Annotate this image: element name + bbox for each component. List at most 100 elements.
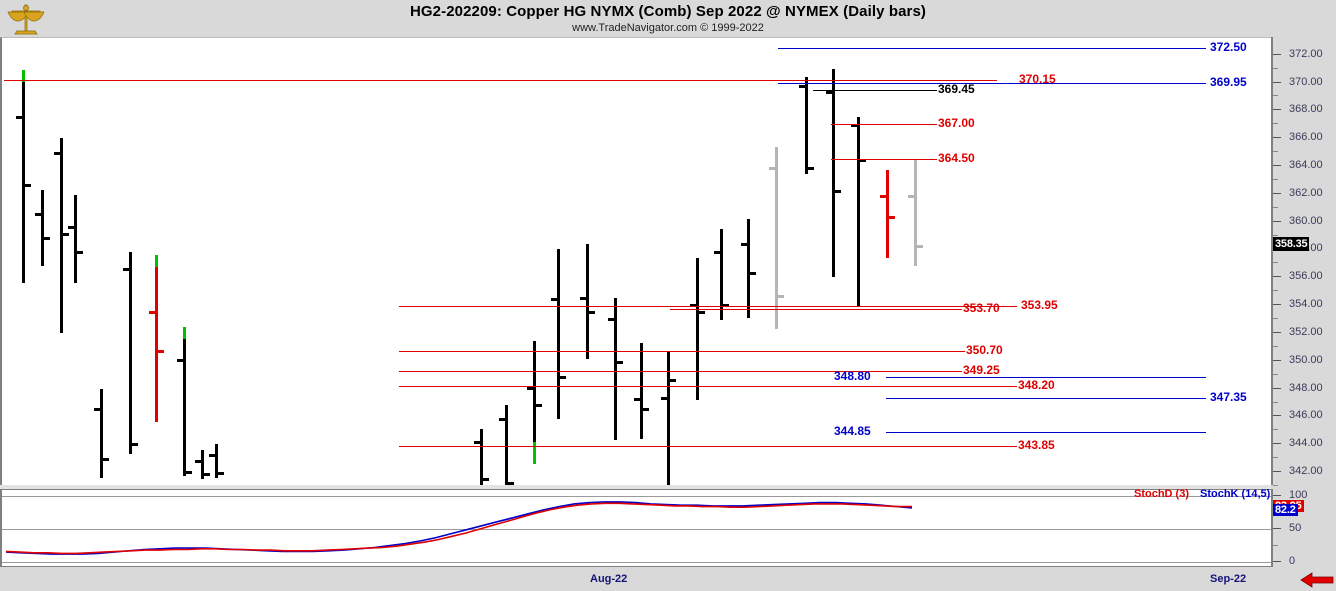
- price-axis[interactable]: 372.00 370.00 368.00 366.00 364.00 362.00 360.…: [1271, 37, 1336, 486]
- price-minor-tick: [1273, 429, 1278, 431]
- ohlc-close-tick: [698, 310, 705, 314]
- ohlc-open-tick: [741, 242, 748, 246]
- price-level-label: 369.95: [1210, 75, 1247, 90]
- price-tick-label: 368.00: [1289, 103, 1323, 116]
- ohlc-close-tick: [203, 473, 210, 477]
- price-level-label: 347.35: [1210, 389, 1247, 404]
- ohlc-bar: [480, 428, 483, 485]
- ohlc-close-tick: [807, 167, 814, 171]
- stochastic-tick-mark: [1273, 561, 1281, 562]
- ohlc-open-tick: [35, 213, 42, 217]
- price-tick-mark: [1273, 359, 1281, 361]
- ohlc-close-tick: [588, 310, 595, 314]
- ohlc-open-tick: [634, 398, 641, 402]
- ohlc-close-tick: [722, 303, 729, 307]
- ohlc-close-tick: [777, 295, 784, 299]
- ohlc-bar-highlight: [155, 255, 158, 268]
- price-level-line: [4, 80, 997, 82]
- price-level-label: 344.85: [834, 424, 871, 439]
- ohlc-bar-highlight: [22, 70, 25, 82]
- price-tick-label: 360.00: [1289, 214, 1323, 227]
- ohlc-open-tick: [209, 454, 216, 457]
- price-level-line: [886, 397, 1206, 399]
- stochastic-tick-label: 100: [1289, 489, 1308, 501]
- stochastic-tick-label: 50: [1289, 522, 1302, 534]
- price-tick-mark: [1273, 192, 1281, 194]
- ohlc-close-tick: [507, 481, 514, 485]
- ohlc-open-tick: [851, 124, 858, 128]
- price-level-label: 350.70: [966, 343, 1003, 358]
- ohlc-open-tick: [16, 115, 23, 119]
- ohlc-bar: [667, 351, 670, 485]
- stochastic-k-marker: 82.2: [1273, 503, 1298, 516]
- ohlc-bar: [201, 449, 204, 480]
- price-minor-tick: [1273, 206, 1278, 208]
- price-level-label: 348.20: [1018, 377, 1055, 392]
- price-level-label: 372.50: [1210, 39, 1247, 54]
- axis-top-filler: [1271, 0, 1336, 37]
- panel-divider: [0, 485, 1271, 489]
- ohlc-bar: [832, 68, 835, 278]
- ohlc-bar: [747, 218, 750, 318]
- price-minor-tick: [1273, 290, 1278, 292]
- price-plot-area[interactable]: © GenesisFT: [0, 37, 1271, 485]
- price-tick-label: 372.00: [1289, 47, 1323, 60]
- stochastic-k-legend: StochK (14,5): [1200, 488, 1271, 500]
- price-level-line: [399, 371, 962, 373]
- ohlc-bar: [557, 249, 560, 420]
- price-level-line: [399, 385, 1017, 387]
- price-minor-tick: [1273, 123, 1278, 125]
- current-price-marker: 358.35: [1273, 236, 1310, 251]
- ohlc-bar: [720, 228, 723, 321]
- ohlc-bar: [857, 117, 860, 307]
- ohlc-bar: [60, 138, 63, 333]
- price-minor-tick: [1273, 178, 1278, 180]
- scroll-left-arrow-icon[interactable]: [1300, 571, 1334, 591]
- stochastic-gridline: [2, 496, 1271, 497]
- ohlc-close-tick: [834, 189, 841, 193]
- ohlc-open-tick: [149, 310, 156, 314]
- price-minor-tick: [1273, 318, 1278, 320]
- price-minor-tick: [1273, 457, 1278, 459]
- price-level-line: [399, 305, 1017, 307]
- date-axis-label: Aug-22: [590, 573, 628, 585]
- ohlc-close-tick: [43, 236, 50, 240]
- ohlc-close-tick: [157, 349, 164, 353]
- ohlc-open-tick: [551, 298, 558, 302]
- ohlc-close-tick: [102, 458, 109, 462]
- price-tick-mark: [1273, 53, 1281, 55]
- ohlc-close-tick: [24, 184, 31, 188]
- price-level-line: [886, 377, 1206, 379]
- ohlc-bar: [640, 342, 643, 439]
- price-tick-mark: [1273, 137, 1281, 139]
- price-minor-tick: [1273, 262, 1278, 264]
- ohlc-open-tick: [474, 441, 481, 445]
- ohlc-bar: [614, 298, 617, 441]
- ohlc-bar: [155, 255, 158, 422]
- ohlc-bar: [505, 405, 508, 485]
- price-level-label: 370.15: [1019, 72, 1056, 87]
- ohlc-bar: [41, 189, 44, 267]
- ohlc-open-tick: [527, 387, 534, 391]
- ohlc-close-tick: [535, 403, 542, 407]
- price-level-label: 349.25: [963, 363, 1000, 378]
- ohlc-bar: [886, 170, 889, 258]
- price-minor-tick: [1273, 67, 1278, 69]
- stochastic-plot-area[interactable]: [0, 489, 1271, 567]
- ohlc-open-tick: [608, 317, 615, 321]
- price-level-label: 353.70: [963, 301, 1000, 316]
- price-tick-label: 344.00: [1289, 437, 1323, 450]
- chart-title: HG2-202209: Copper HG NYMX (Comb) Sep 20…: [409, 3, 927, 20]
- ohlc-close-tick: [185, 470, 192, 474]
- date-axis[interactable]: Aug-22 Sep-22: [0, 568, 1271, 591]
- price-level-label: 364.50: [938, 151, 975, 166]
- price-tick-mark: [1273, 331, 1281, 333]
- ohlc-close-tick: [482, 477, 489, 481]
- ohlc-bar: [533, 341, 536, 464]
- ohlc-open-tick: [908, 195, 915, 199]
- price-tick-mark: [1273, 387, 1281, 389]
- price-level-label: 348.80: [834, 369, 871, 384]
- price-tick-mark: [1273, 415, 1281, 417]
- price-tick-mark: [1273, 443, 1281, 445]
